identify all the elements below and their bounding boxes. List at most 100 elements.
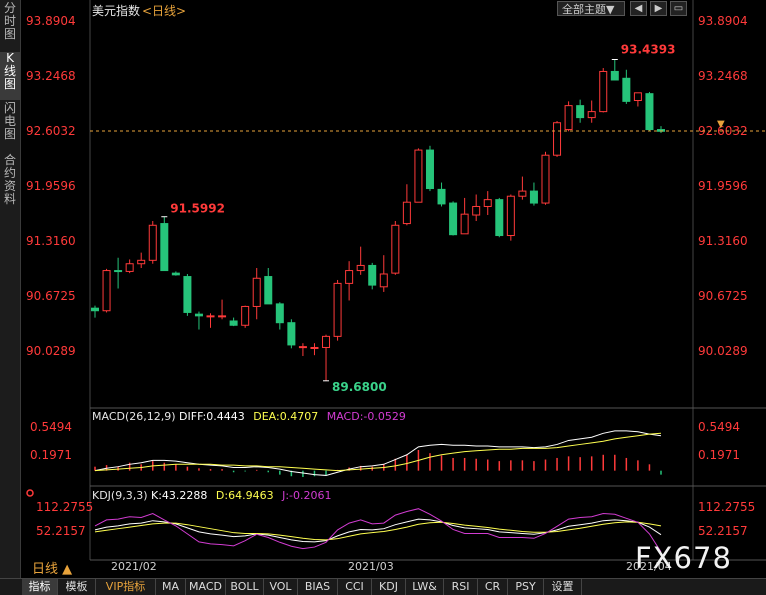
- candle-body: [610, 70, 619, 81]
- macd-params[interactable]: MACD(26,12,9): [92, 410, 176, 423]
- kdj-tick-label: 112.2755: [698, 500, 755, 514]
- macd-legend: MACD(26,12,9) DIFF:0.4443 DEA:0.4707 MAC…: [92, 410, 406, 423]
- candle-body: [356, 264, 365, 272]
- macd-value: MACD:-0.0529: [326, 410, 406, 423]
- candle-body: [310, 346, 319, 349]
- tab-settings[interactable]: 设置: [544, 579, 582, 595]
- indicator-toolbar: 指标 模板 VIP指标 MA MACD BOLL VOL BIAS CCI KD…: [0, 578, 766, 595]
- candle-body: [322, 335, 331, 348]
- macd-dea-line: [94, 432, 662, 472]
- candle-body: [333, 282, 342, 337]
- candle-body: [460, 213, 469, 235]
- candle-body: [622, 77, 631, 102]
- chart-grid: [89, 0, 766, 561]
- candle-series: [91, 59, 665, 381]
- kdj-d-line: [94, 521, 662, 541]
- candle-body: [171, 272, 180, 276]
- price-tick-label: 91.9596: [698, 179, 748, 193]
- macd-diff-value: DIFF:0.4443: [179, 410, 245, 423]
- kdj-pane: 112.2755 112.2755 52.2157 52.2157: [26, 489, 755, 553]
- candle-body: [114, 270, 123, 273]
- candle-body: [553, 122, 562, 156]
- candle-body: [564, 105, 573, 131]
- candle-body: [206, 315, 215, 318]
- kdj-j-line: [94, 508, 662, 553]
- price-tick-label-left: 93.2468: [26, 69, 76, 83]
- tab-boll[interactable]: BOLL: [226, 579, 264, 595]
- price-tick-label-left: 91.3160: [26, 234, 76, 248]
- candle-body: [576, 105, 585, 119]
- price-tick-label: 93.8904: [698, 14, 748, 28]
- candle-body: [368, 264, 377, 286]
- candle-body: [264, 276, 273, 305]
- candle-body: [402, 201, 411, 225]
- candle-body: [287, 322, 296, 346]
- candle-body: [425, 149, 434, 190]
- candle-body: [633, 92, 642, 102]
- candle-body: [229, 320, 238, 326]
- period-tag[interactable]: <日线>: [142, 4, 187, 18]
- tab-vip-indicators[interactable]: VIP指标: [96, 579, 156, 595]
- fullscreen-icon[interactable]: ▭: [670, 1, 687, 16]
- macd-tick-label: 0.1971: [698, 448, 740, 462]
- high-annotation: 91.5992: [170, 202, 225, 216]
- candle-body: [518, 190, 527, 197]
- scroll-right-icon[interactable]: ▶: [650, 1, 667, 16]
- tab-indicators[interactable]: 指标: [22, 579, 58, 595]
- price-tick-label: 90.0289: [698, 344, 748, 358]
- tab-psy[interactable]: PSY: [508, 579, 544, 595]
- tab-contract-info[interactable]: 合约资料: [0, 154, 20, 212]
- candle-body: [379, 273, 388, 288]
- tab-rsi[interactable]: RSI: [444, 579, 478, 595]
- candle-body: [298, 346, 307, 349]
- tab-vol[interactable]: VOL: [264, 579, 298, 595]
- tab-kdj[interactable]: KDJ: [372, 579, 406, 595]
- tab-label: 闪电图: [3, 101, 16, 141]
- tab-templates[interactable]: 模板: [58, 579, 96, 595]
- candle-body: [506, 195, 515, 237]
- candle-body: [275, 303, 284, 324]
- candle-body: [391, 224, 400, 274]
- period-selector[interactable]: 日线 ▲: [32, 562, 73, 577]
- candle-body: [472, 205, 481, 216]
- tab-flash-chart[interactable]: 闪电图: [0, 102, 20, 148]
- candle-body: [449, 202, 458, 236]
- instrument-title: 美元指数: [92, 4, 141, 18]
- tab-timeshare-chart[interactable]: 分时图: [0, 2, 20, 48]
- candle-body: [599, 70, 608, 113]
- candle-body: [541, 154, 550, 204]
- tab-cci[interactable]: CCI: [338, 579, 372, 595]
- tab-cr[interactable]: CR: [478, 579, 508, 595]
- candle-body: [529, 190, 538, 204]
- theme-dropdown[interactable]: 全部主题▼: [557, 1, 625, 16]
- candle-body: [102, 270, 111, 312]
- price-axis: 93.890493.890493.246893.246892.603292.60…: [26, 14, 748, 358]
- tab-lwr[interactable]: LW&: [406, 579, 444, 595]
- candle-body: [137, 259, 146, 265]
- macd-tick-label-left: 0.5494: [30, 420, 72, 434]
- candle-body: [160, 223, 169, 272]
- tab-bias[interactable]: BIAS: [298, 579, 338, 595]
- price-tick-label: 91.3160: [698, 234, 748, 248]
- fx678-watermark: FX678: [635, 541, 732, 575]
- candle-body: [437, 188, 446, 205]
- scroll-left-icon[interactable]: ◀: [630, 1, 647, 16]
- candle-body: [587, 111, 596, 119]
- high-annotation: 93.4393: [621, 42, 676, 56]
- tab-ma[interactable]: MA: [156, 579, 186, 595]
- kdj-legend: KDJ(9,3,3) K:43.2288 D:64.9463 J:-0.2061: [92, 489, 332, 502]
- kdj-tick-label-left: 52.2157: [36, 524, 86, 538]
- tab-label: 分时图: [3, 1, 16, 41]
- price-tick-label-left: 90.0289: [26, 344, 76, 358]
- kline-chart[interactable]: 93.890493.890493.246893.246892.603292.60…: [20, 0, 766, 578]
- macd-tick-label: 0.5494: [698, 420, 740, 434]
- candle-body: [645, 93, 654, 131]
- candle-body: [148, 224, 157, 261]
- kdj-params[interactable]: KDJ(9,3,3): [92, 489, 148, 502]
- tab-macd[interactable]: MACD: [186, 579, 226, 595]
- candle-body: [345, 270, 354, 284]
- candle-body: [495, 199, 504, 237]
